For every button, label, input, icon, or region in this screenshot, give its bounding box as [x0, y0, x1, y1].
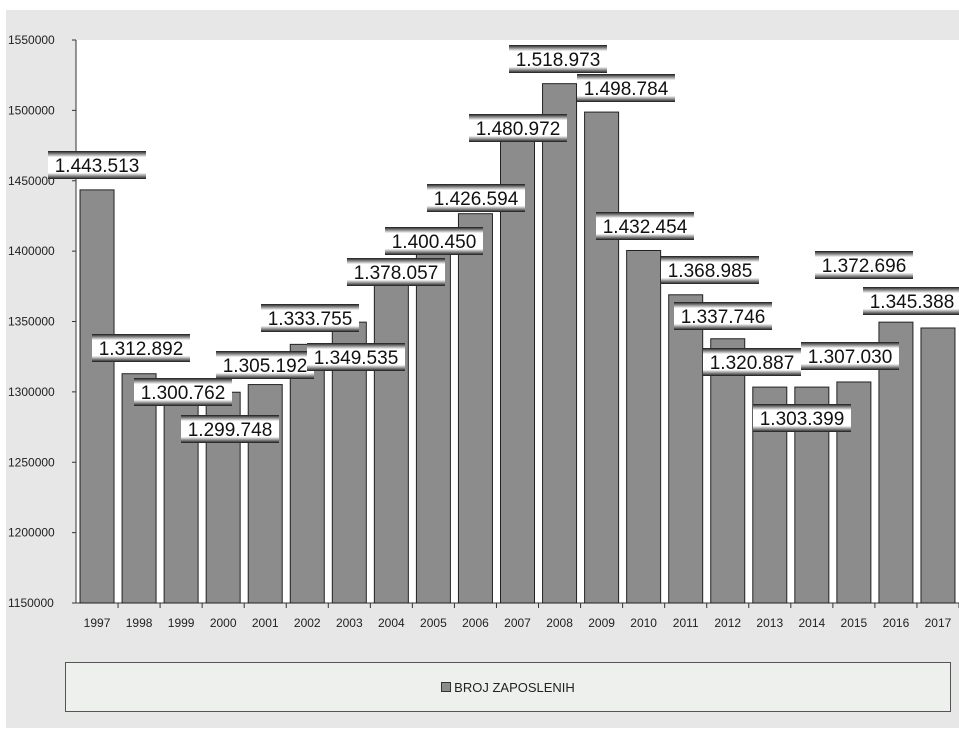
x-tick-label: 2011	[673, 616, 699, 630]
y-tick-label: 1300000	[8, 385, 55, 399]
bar-2006	[457, 213, 493, 604]
legend-swatch	[441, 682, 452, 692]
data-label: 1.368.985	[668, 261, 753, 282]
x-tick-label: 2017	[925, 616, 952, 630]
x-tick-label: 2015	[841, 616, 868, 630]
y-tick-label: 1200000	[8, 526, 55, 540]
data-label-box	[815, 251, 913, 279]
data-label-box	[347, 258, 445, 286]
data-label: 1.432.454	[603, 217, 688, 238]
x-tick-label: 2014	[798, 616, 825, 630]
legend: BROJ ZAPOSLENIH	[65, 662, 951, 712]
bar-2004	[373, 281, 409, 604]
x-tick-label: 2016	[883, 616, 910, 630]
data-label-box	[753, 404, 851, 432]
x-tick-label: 1997	[84, 616, 111, 630]
data-label: 1.312.892	[99, 339, 184, 360]
bar-2011	[668, 294, 704, 604]
bar-2009	[584, 111, 620, 604]
data-label-box	[92, 334, 190, 362]
bar-1998	[121, 373, 157, 604]
legend-label: BROJ ZAPOSLENIH	[454, 679, 575, 695]
x-tick-label: 2004	[378, 616, 405, 630]
data-label-box	[703, 348, 801, 376]
data-label-box	[216, 351, 314, 379]
data-label: 1.372.696	[822, 256, 907, 277]
y-tick-label: 1250000	[8, 455, 55, 469]
y-tick-label: 1350000	[8, 315, 55, 329]
x-tick-label: 2005	[420, 616, 447, 630]
data-label-box	[509, 45, 607, 73]
data-label-box	[385, 227, 483, 255]
data-label: 1.299.748	[188, 420, 273, 441]
y-tick-label: 1400000	[8, 244, 55, 258]
x-tick-label: 2013	[756, 616, 783, 630]
data-label-box	[427, 184, 525, 212]
bar-2005	[415, 249, 451, 604]
data-label-box	[863, 287, 959, 315]
data-label: 1.400.450	[392, 232, 477, 253]
data-label: 1.480.972	[476, 119, 561, 140]
data-label-box	[577, 74, 675, 102]
data-label: 1.303.399	[760, 409, 845, 430]
x-tick-label: 2002	[294, 616, 321, 630]
data-label: 1.300.762	[141, 383, 226, 404]
data-label-box	[661, 256, 759, 284]
data-label: 1.378.057	[354, 263, 439, 284]
bar-2010	[626, 249, 662, 604]
x-tick-label: 2008	[546, 616, 573, 630]
data-label-box	[674, 302, 772, 330]
y-tick-label: 1150000	[8, 596, 54, 610]
bar-2007	[500, 136, 535, 604]
x-tick-label: 2001	[252, 616, 279, 630]
x-tick-label: 2006	[462, 616, 489, 630]
y-tick-label: 1450000	[8, 174, 55, 188]
data-label-box	[307, 343, 405, 371]
y-tick-label: 1500000	[8, 103, 55, 117]
x-tick-label: 2009	[588, 616, 615, 630]
x-tick-label: 1999	[168, 616, 195, 630]
data-label-box	[134, 378, 232, 406]
data-label: 1.426.594	[434, 189, 519, 210]
x-tick-label: 2003	[336, 616, 363, 630]
data-label-box	[596, 212, 694, 240]
data-label: 1.305.192	[223, 356, 308, 377]
data-label: 1.443.513	[55, 156, 140, 177]
bar-2002	[289, 343, 325, 604]
data-label: 1.320.887	[710, 353, 795, 374]
bar-1997	[79, 189, 115, 604]
y-tick-label: 1550000	[8, 33, 55, 47]
data-label-box	[261, 304, 359, 332]
data-label: 1.307.030	[808, 347, 893, 368]
x-tick-label: 2012	[714, 616, 741, 630]
x-tick-label: 2000	[210, 616, 237, 630]
data-label: 1.498.784	[584, 79, 669, 100]
data-label: 1.349.535	[314, 348, 399, 369]
data-label-box	[469, 114, 567, 142]
x-tick-label: 2010	[630, 616, 657, 630]
data-label-box	[48, 151, 146, 179]
data-label: 1.333.755	[268, 309, 353, 330]
bar-2017	[920, 327, 956, 604]
x-tick-label: 2007	[504, 616, 531, 630]
bar-2008	[542, 83, 578, 604]
data-label: 1.345.388	[870, 292, 955, 313]
data-label-box	[181, 415, 279, 443]
x-tick-label: 1998	[126, 616, 153, 630]
data-label-box	[801, 342, 899, 370]
data-label: 1.518.973	[516, 50, 601, 71]
data-label: 1.337.746	[681, 307, 766, 328]
bar-2012	[710, 338, 746, 604]
